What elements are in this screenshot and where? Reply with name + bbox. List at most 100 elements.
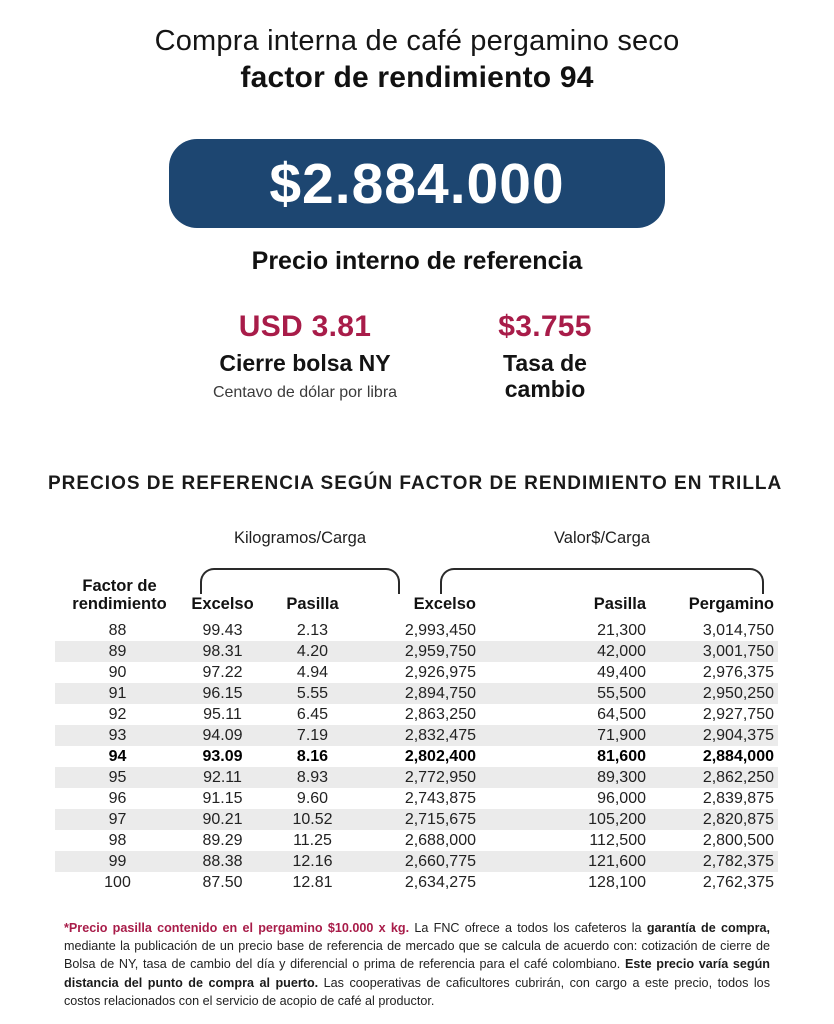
table-row-factor-93: 93 94.09 7.19 2,832,475 71,900 2,904,375	[55, 724, 778, 746]
table-section-title: PRECIOS DE REFERENCIA SEGÚN FACTOR DE RE…	[48, 472, 783, 494]
price-badge: $2.884.000	[169, 139, 665, 228]
excelso-valor-cell: 2,715,675	[404, 810, 476, 828]
pasilla-kg-cell: 8.93	[296, 768, 329, 786]
excelso-kg-cell: 90.21	[202, 810, 243, 828]
footnote-segment: Las cooperativas de caficultores cubrirá…	[64, 975, 770, 1008]
table-row-factor-89: 89 98.31 4.20 2,959,750 42,000 3,001,750	[55, 640, 778, 662]
bracket-kilograms	[200, 567, 400, 594]
excelso-kg-cell: 92.11	[203, 768, 242, 786]
excelso-valor-cell: 2,832,475	[404, 726, 476, 744]
pasilla-kg-cell: 4.94	[296, 663, 329, 681]
pergamino-valor-cell: 2,950,250	[702, 684, 774, 702]
col-header-pasilla-valor: Pasilla	[593, 595, 646, 614]
factor-cell: 91	[108, 684, 127, 702]
page-header: Compra interna de café pergamino seco fa…	[0, 0, 834, 95]
pergamino-valor-cell: 2,800,500	[702, 831, 774, 849]
reference-price-table: Kilogramos/Carga Valor$/Carga Factor de …	[0, 525, 834, 893]
table-row-factor-94: 94 93.09 8.16 2,802,400 81,600 2,884,000	[55, 746, 778, 767]
pasilla-kg-cell: 10.52	[292, 810, 333, 828]
exchange-rate-label: Tasa de cambio	[503, 350, 587, 402]
reference-price-label: Precio interno de referencia	[251, 247, 583, 275]
col-header-pergamino-valor: Pergamino	[688, 595, 774, 614]
factor-cell: 99	[108, 852, 127, 870]
excelso-kg-cell: 99.43	[202, 621, 243, 639]
table-row-factor-99: 99 88.38 12.16 2,660,775 121,600 2,782,375	[55, 850, 778, 872]
table-row-factor-96: 96 91.15 9.60 2,743,875 96,000 2,839,875	[55, 788, 778, 809]
footnote-segment: *Precio pasilla contenido en el pergamin…	[64, 920, 410, 935]
excelso-valor-cell: 2,863,250	[404, 705, 476, 723]
pasilla-kg-cell: 6.45	[296, 705, 329, 723]
footnote-segment: mediante la publicación de un precio bas…	[64, 938, 770, 972]
pasilla-valor-cell: 105,200	[588, 810, 646, 828]
table-row-factor-98: 98 89.29 11.25 2,688,000 112,500 2,800,500	[55, 830, 778, 851]
pasilla-kg-cell: 2.13	[296, 621, 329, 639]
pergamino-valor-cell: 2,976,375	[702, 663, 774, 681]
pasilla-valor-cell: 71,900	[597, 726, 646, 744]
metric-ny-close: USD 3.81 Cierre bolsa NY Centavo de dóla…	[175, 310, 435, 403]
table-row-factor-97: 97 90.21 10.52 2,715,675 105,200 2,820,875	[55, 808, 778, 830]
metrics-row: USD 3.81 Cierre bolsa NY Centavo de dóla…	[0, 310, 834, 403]
pergamino-valor-cell: 2,884,000	[702, 747, 774, 765]
pasilla-valor-cell: 64,500	[597, 705, 646, 723]
pergamino-valor-cell: 2,904,375	[702, 726, 774, 744]
pergamino-valor-cell: 2,782,375	[702, 852, 774, 870]
footnote: *Precio pasilla contenido en el pergamin…	[64, 919, 770, 1011]
col-header-factor: Factor de rendimiento	[72, 576, 167, 614]
pasilla-valor-cell: 128,100	[588, 873, 646, 891]
excelso-valor-cell: 2,993,450	[404, 621, 476, 639]
excelso-kg-cell: 87.50	[202, 873, 243, 891]
table-body: 88 99.43 2.13 2,993,450 21,300 3,014,750 89 98.…	[0, 620, 834, 893]
pasilla-valor-cell: 21,300	[597, 621, 646, 639]
pasilla-valor-cell: 96,000	[597, 789, 646, 807]
excelso-valor-cell: 2,926,975	[404, 663, 476, 681]
pergamino-valor-cell: 3,001,750	[702, 642, 774, 660]
factor-cell: 96	[108, 789, 127, 807]
pergamino-valor-cell: 2,839,875	[702, 789, 774, 807]
footnote-segment: garantía de compra,	[646, 920, 770, 935]
factor-cell: 95	[108, 768, 127, 786]
excelso-kg-cell: 95.11	[203, 705, 242, 723]
excelso-valor-cell: 2,688,000	[404, 831, 476, 849]
table-row-factor-95: 95 92.11 8.93 2,772,950 89,300 2,862,250	[55, 766, 778, 788]
table-row-factor-92: 92 95.11 6.45 2,863,250 64,500 2,927,750	[55, 704, 778, 725]
pasilla-kg-cell: 7.19	[296, 726, 329, 744]
page-title: Compra interna de café pergamino seco	[154, 25, 680, 57]
excelso-kg-cell: 89.29	[202, 831, 243, 849]
excelso-kg-cell: 97.22	[202, 663, 243, 681]
pasilla-kg-cell: 9.60	[296, 789, 329, 807]
excelso-valor-cell: 2,634,275	[404, 873, 476, 891]
excelso-kg-cell: 88.38	[202, 852, 243, 870]
pasilla-valor-cell: 55,500	[597, 684, 646, 702]
bracket-value	[440, 567, 764, 594]
factor-cell: 90	[108, 663, 127, 681]
group-header-value: Valor$/Carga	[554, 528, 650, 547]
excelso-valor-cell: 2,772,950	[404, 768, 476, 786]
ny-close-value: USD 3.81	[238, 310, 372, 343]
metric-exchange-rate: $3.755 Tasa de cambio	[470, 310, 620, 403]
price-badge-wrap: $2.884.000	[0, 139, 834, 228]
pasilla-valor-cell: 49,400	[597, 663, 646, 681]
table-row-factor-91: 91 96.15 5.55 2,894,750 55,500 2,950,250	[55, 682, 778, 704]
table-row-factor-90: 90 97.22 4.94 2,926,975 49,400 2,976,375	[55, 662, 778, 683]
excelso-valor-cell: 2,959,750	[404, 642, 476, 660]
pergamino-valor-cell: 3,014,750	[702, 621, 774, 639]
pergamino-valor-cell: 2,820,875	[702, 810, 774, 828]
factor-cell: 88	[108, 621, 127, 639]
factor-cell: 89	[108, 642, 127, 660]
table-row-factor-100: 100 87.50 12.81 2,634,275 128,100 2,762,375	[55, 872, 778, 893]
factor-cell: 98	[108, 831, 127, 849]
excelso-kg-cell: 93.09	[202, 747, 243, 765]
pasilla-kg-cell: 5.55	[296, 684, 329, 702]
group-header-kilograms: Kilogramos/Carga	[233, 528, 367, 547]
pasilla-kg-cell: 11.25	[293, 831, 332, 849]
footnote-segment: La FNC ofrece a todos los cafeteros la	[409, 920, 647, 935]
pasilla-valor-cell: 121,600	[588, 852, 646, 870]
pasilla-valor-cell: 112,500	[589, 831, 646, 849]
pergamino-valor-cell: 2,927,750	[702, 705, 774, 723]
table-header-zone: Kilogramos/Carga Valor$/Carga Factor de …	[0, 525, 834, 620]
factor-cell: 93	[108, 726, 127, 744]
factor-cell: 94	[108, 747, 127, 765]
excelso-kg-cell: 94.09	[202, 726, 243, 744]
col-header-excelso-kg: Excelso	[191, 595, 254, 614]
